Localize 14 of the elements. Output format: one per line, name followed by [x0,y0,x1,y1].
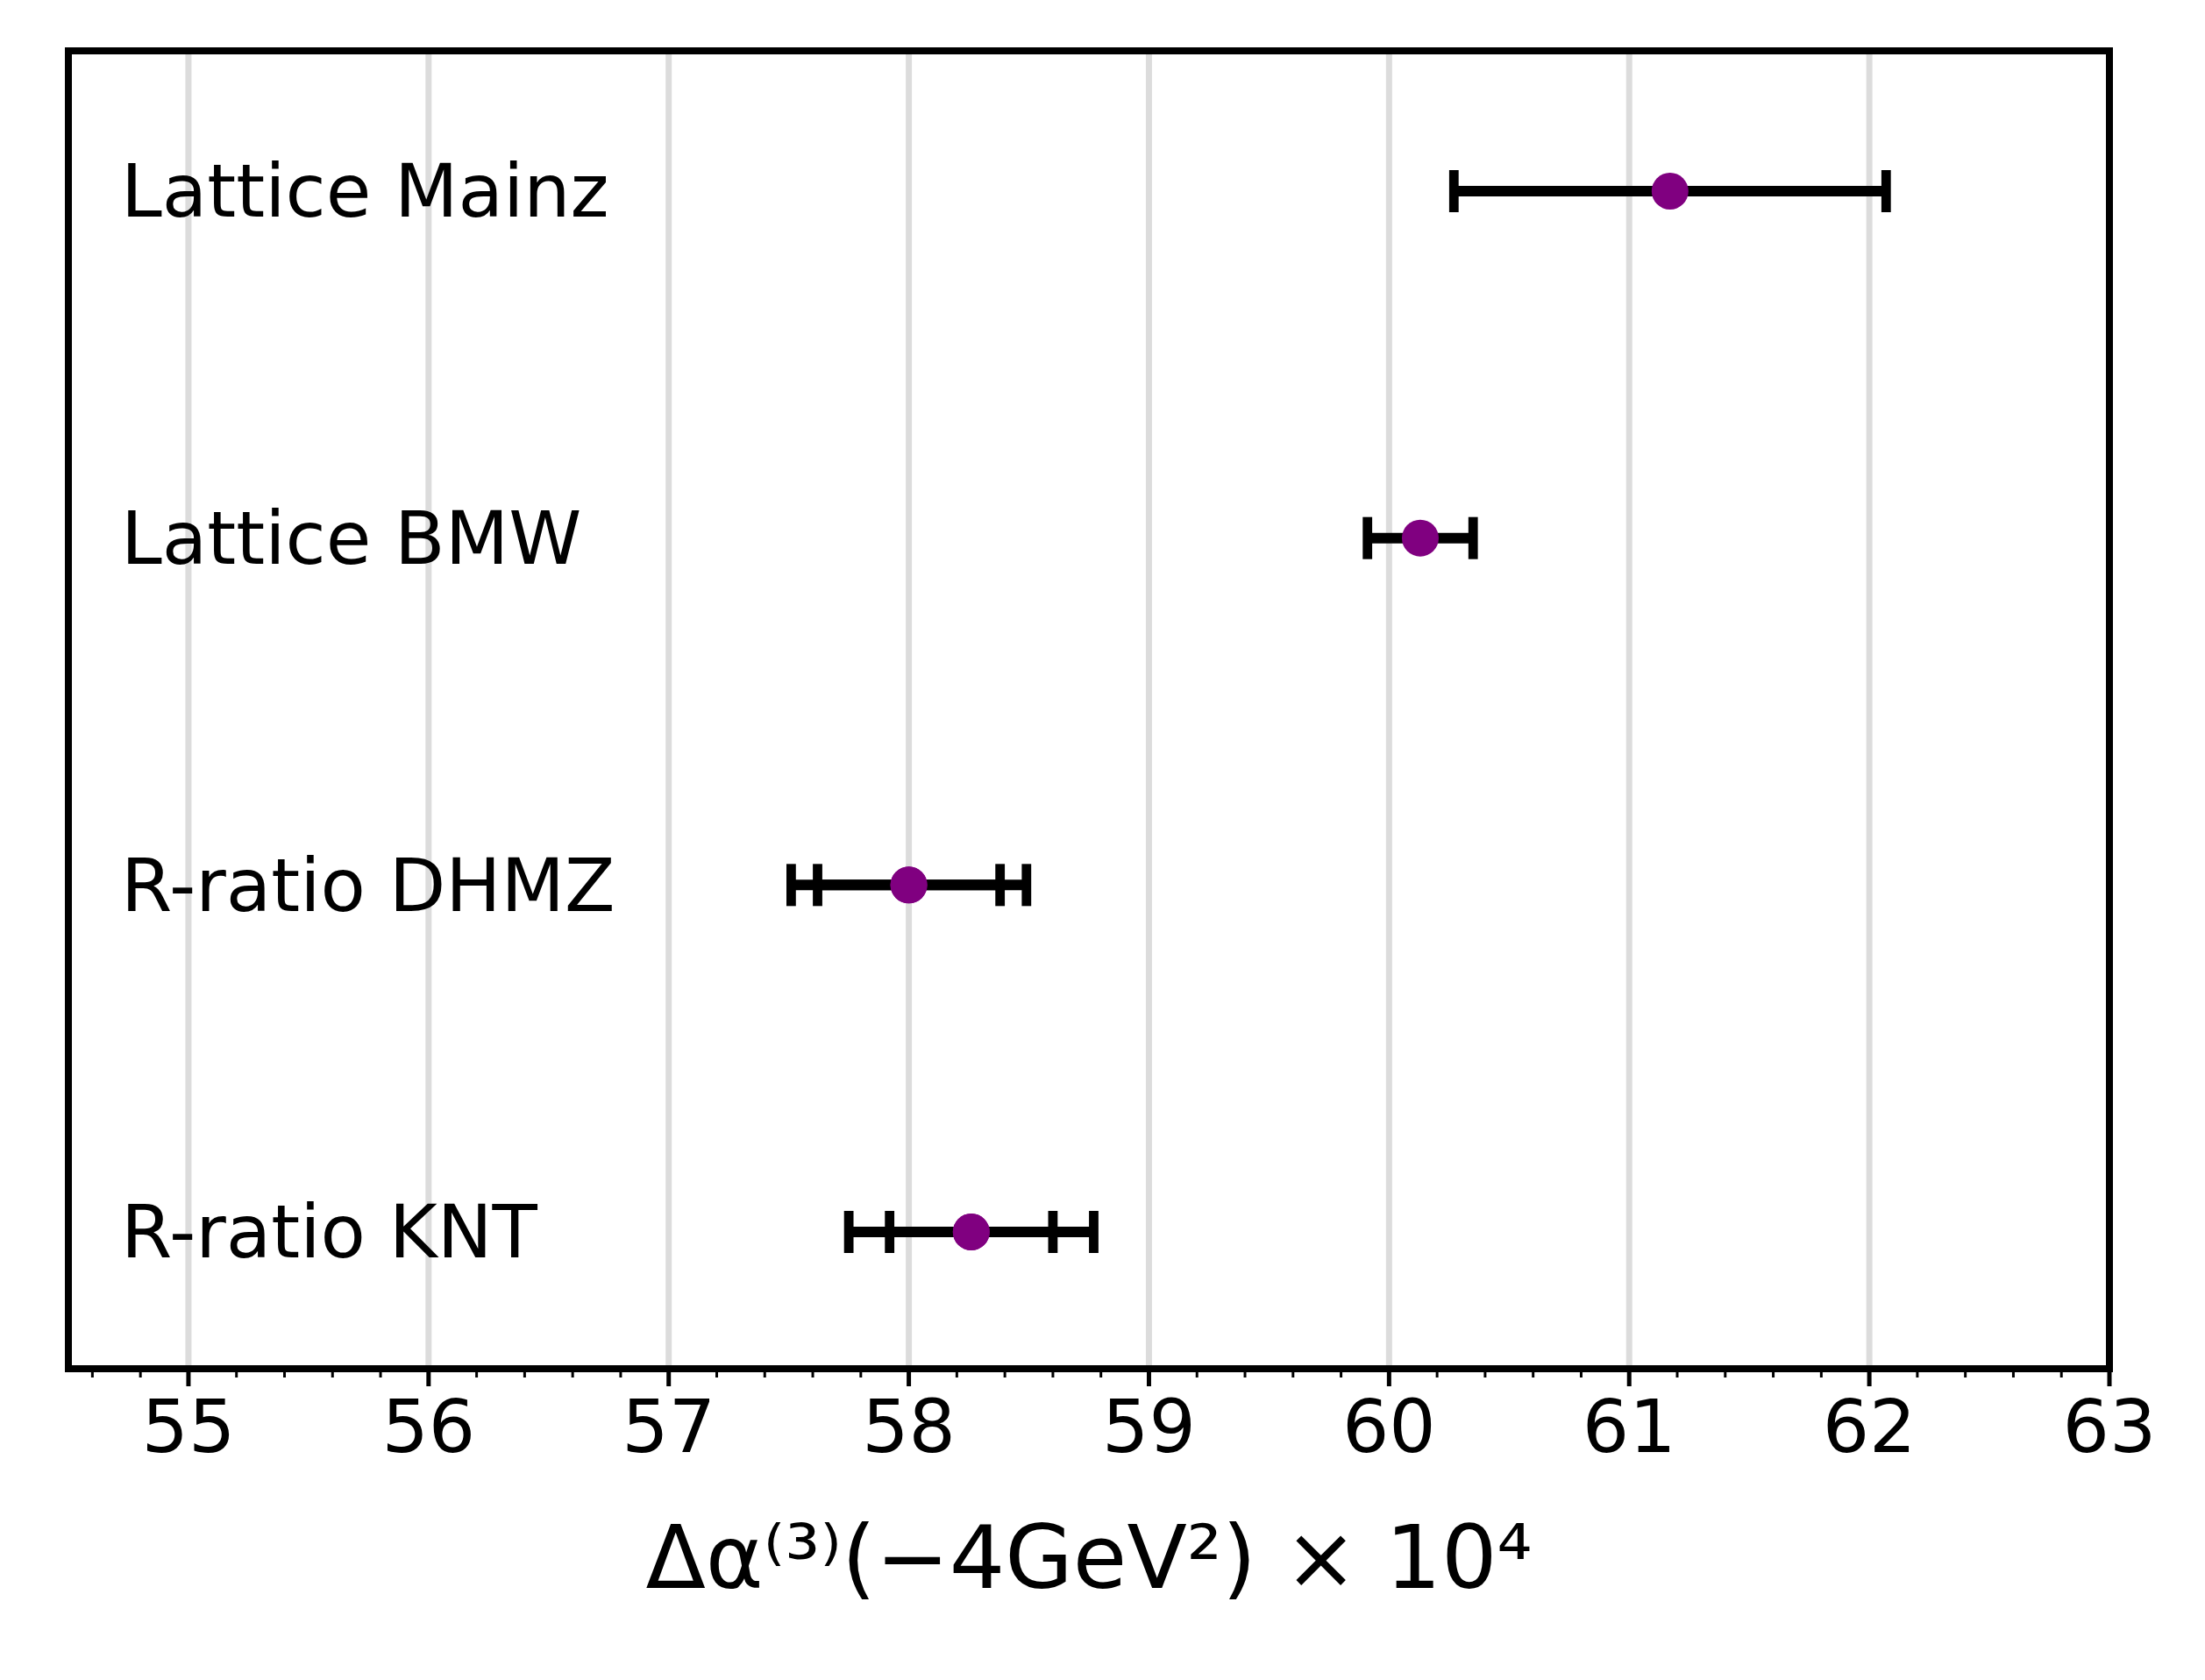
x-tick-label: 58 [862,1384,957,1470]
y-tick-label: R-ratio KNT [121,1189,538,1276]
x-tick-label: 60 [1341,1384,1436,1470]
y-tick-label: R-ratio DHMZ [121,842,615,929]
x-tick-label: 63 [2062,1384,2157,1470]
x-tick-label: 61 [1582,1384,1676,1470]
y-tick-label: Lattice Mainz [121,148,609,235]
x-tick-label: 56 [381,1384,476,1470]
x-axis-title: Δα⁽³⁾(−4GeV²) × 10⁴ [645,1506,1533,1609]
y-tick-label: Lattice BMW [121,495,582,582]
x-tick-label: 59 [1102,1384,1196,1470]
x-tick-label: 57 [622,1384,716,1470]
x-tick-label: 55 [141,1384,236,1470]
x-tick-label: 62 [1822,1384,1917,1470]
